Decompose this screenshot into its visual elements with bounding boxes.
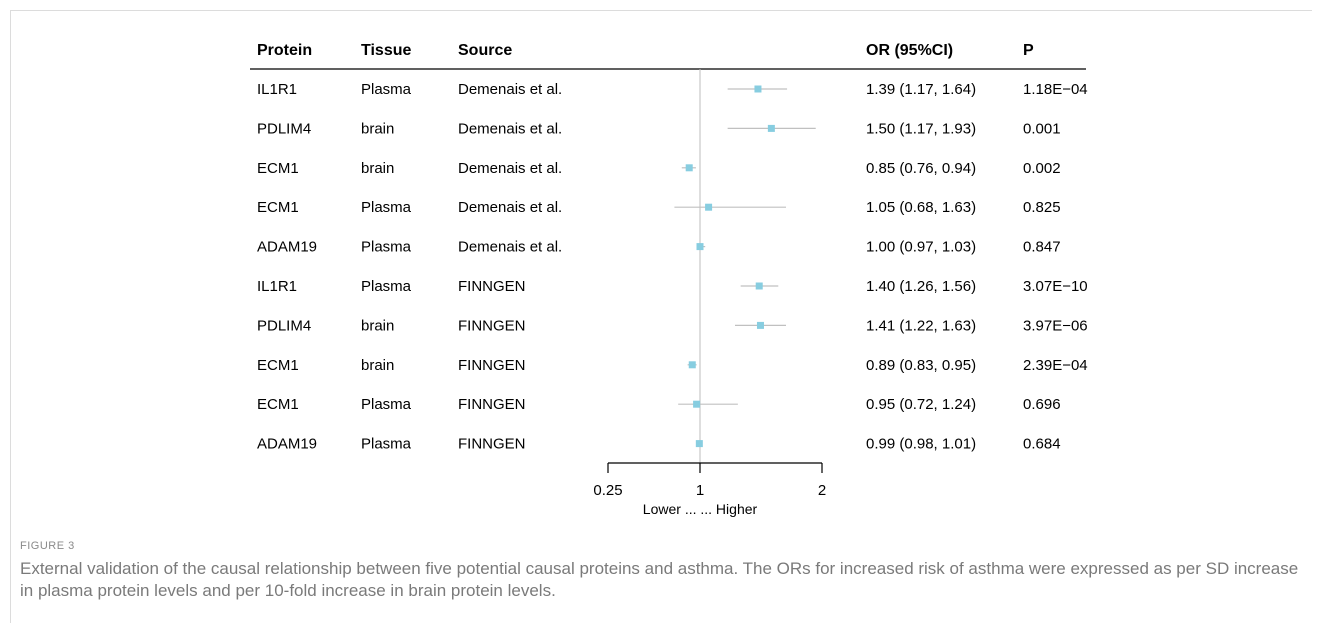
row-source: Demenais et al. xyxy=(458,81,562,98)
or-marker xyxy=(754,85,762,93)
row-p-value: 0.825 xyxy=(1023,199,1061,216)
figure-frame xyxy=(10,10,1312,623)
header-protein: Protein xyxy=(257,42,312,59)
x-tick-label: 1 xyxy=(696,482,704,499)
row-p-value: 1.18E−04 xyxy=(1023,81,1088,98)
row-source: Demenais et al. xyxy=(458,120,562,137)
row-p-value: 0.001 xyxy=(1023,120,1061,137)
row-protein: IL1R1 xyxy=(257,278,297,295)
x-tick-label: 0.25 xyxy=(593,482,622,499)
row-or-ci: 1.40 (1.26, 1.56) xyxy=(866,278,976,295)
or-marker xyxy=(693,400,701,408)
row-or-ci: 0.95 (0.72, 1.24) xyxy=(866,396,976,413)
row-source: Demenais et al. xyxy=(458,160,562,177)
or-marker xyxy=(705,203,713,211)
figure-label: FIGURE 3 xyxy=(20,540,75,552)
row-or-ci: 1.00 (0.97, 1.03) xyxy=(866,239,976,256)
or-marker xyxy=(696,243,704,251)
header-tissue: Tissue xyxy=(361,42,412,59)
row-p-value: 0.847 xyxy=(1023,239,1061,256)
row-protein: PDLIM4 xyxy=(257,120,311,137)
row-tissue: Plasma xyxy=(361,81,412,98)
row-protein: IL1R1 xyxy=(257,81,297,98)
or-marker xyxy=(755,282,763,290)
or-marker xyxy=(695,440,703,448)
row-p-value: 0.684 xyxy=(1023,436,1061,453)
forest-plot: Protein Tissue Source OR (95%CI) P IL1R1 Plasm… xyxy=(250,42,1088,517)
row-tissue: Plasma xyxy=(361,199,412,216)
header-p: P xyxy=(1023,42,1034,59)
row-tissue: brain xyxy=(361,120,394,137)
or-marker xyxy=(756,321,764,329)
row-tissue: brain xyxy=(361,317,394,334)
row-p-value: 3.07E−10 xyxy=(1023,278,1088,295)
figure-caption: FIGURE 3 External validation of the caus… xyxy=(20,540,1310,602)
row-or-ci: 1.41 (1.22, 1.63) xyxy=(866,317,976,334)
x-axis-label: Lower ... ... Higher xyxy=(643,501,758,517)
or-marker xyxy=(688,361,696,369)
row-or-ci: 1.05 (0.68, 1.63) xyxy=(866,199,976,216)
or-marker xyxy=(767,124,775,132)
row-source: FINNGEN xyxy=(458,436,526,453)
row-tissue: Plasma xyxy=(361,239,412,256)
header-or: OR (95%CI) xyxy=(866,42,953,59)
row-protein: ECM1 xyxy=(257,396,299,413)
row-tissue: Plasma xyxy=(361,436,412,453)
row-tissue: Plasma xyxy=(361,396,412,413)
row-protein: ECM1 xyxy=(257,199,299,216)
row-protein: ADAM19 xyxy=(257,239,317,256)
row-protein: ADAM19 xyxy=(257,436,317,453)
row-tissue: brain xyxy=(361,357,394,374)
row-or-ci: 0.85 (0.76, 0.94) xyxy=(866,160,976,177)
row-source: FINNGEN xyxy=(458,317,526,334)
or-marker xyxy=(685,164,693,172)
row-source: Demenais et al. xyxy=(458,239,562,256)
row-tissue: brain xyxy=(361,160,394,177)
row-or-ci: 0.99 (0.98, 1.01) xyxy=(866,436,976,453)
row-source: FINNGEN xyxy=(458,396,526,413)
row-p-value: 3.97E−06 xyxy=(1023,317,1088,334)
row-p-value: 0.002 xyxy=(1023,160,1061,177)
caption-text: External validation of the causal relati… xyxy=(20,559,1299,600)
row-or-ci: 1.50 (1.17, 1.93) xyxy=(866,120,976,137)
row-or-ci: 1.39 (1.17, 1.64) xyxy=(866,81,976,98)
row-protein: ECM1 xyxy=(257,357,299,374)
row-protein: PDLIM4 xyxy=(257,317,311,334)
row-tissue: Plasma xyxy=(361,278,412,295)
header-source: Source xyxy=(458,42,512,59)
row-p-value: 0.696 xyxy=(1023,396,1061,413)
row-source: Demenais et al. xyxy=(458,199,562,216)
row-source: FINNGEN xyxy=(458,357,526,374)
row-p-value: 2.39E−04 xyxy=(1023,357,1088,374)
x-tick-label: 2 xyxy=(818,482,826,499)
row-protein: ECM1 xyxy=(257,160,299,177)
row-or-ci: 0.89 (0.83, 0.95) xyxy=(866,357,976,374)
row-source: FINNGEN xyxy=(458,278,526,295)
